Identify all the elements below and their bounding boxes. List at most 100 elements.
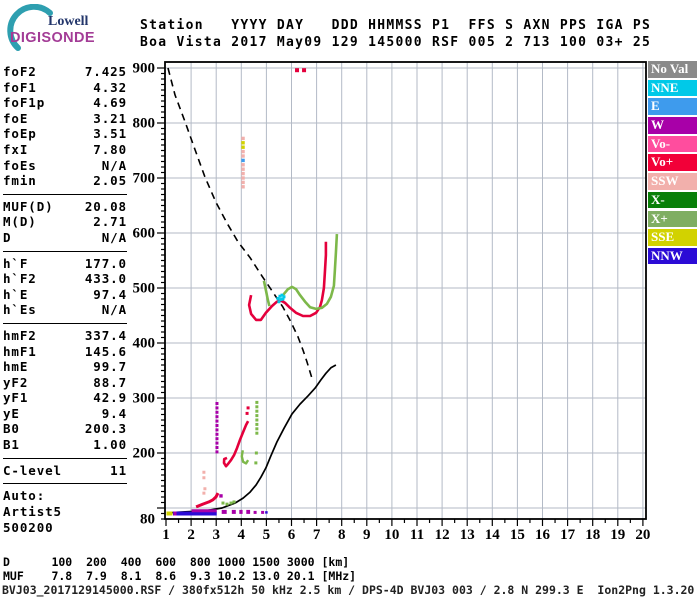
param-row-b1: B1 1.00 xyxy=(3,437,127,453)
param-row-hf2: h`F2 433.0 xyxy=(3,271,127,287)
param-row-d: D N/A xyxy=(3,230,127,246)
x-axis-label: 14 xyxy=(485,527,501,543)
param-value: 3.21 xyxy=(93,110,127,126)
x-axis-label: 16 xyxy=(535,527,551,543)
param-row-he: h`E 97.4 xyxy=(3,287,127,303)
x-axis-label: 2 xyxy=(187,527,195,543)
x-axis-label: 10 xyxy=(384,527,399,543)
trace-ssw-spread-column xyxy=(241,171,245,176)
trace-cusp-nne-dots xyxy=(277,300,281,304)
trace-w-spread-column xyxy=(215,432,219,436)
trace-cusp-nne-dots xyxy=(278,294,282,298)
trace-ssw-spread-column xyxy=(241,136,245,141)
x-axis-label: 18 xyxy=(585,527,600,543)
legend-item-w: W xyxy=(648,117,697,134)
param-label: B1 xyxy=(3,437,20,453)
param-row-fof1p: foF1p 4.69 xyxy=(3,95,127,111)
trace-w-spread-column xyxy=(215,415,219,419)
param-label: hmF2 xyxy=(3,327,37,343)
trace-f1-red-dots xyxy=(246,406,250,410)
x-axis-label: 20 xyxy=(635,527,650,543)
trace-w-dash-dots xyxy=(253,510,257,514)
param-row-yf2: yF2 88.7 xyxy=(3,375,127,391)
y-axis-label: 900 xyxy=(133,60,156,76)
legend-item-noval: No Val xyxy=(648,61,697,78)
param-row-foe: foE 3.21 xyxy=(3,111,127,127)
param-label: yE xyxy=(3,405,20,421)
param-row-hme: hmE 99.7 xyxy=(3,359,127,375)
param-row-b0: B0 200.3 xyxy=(3,421,127,437)
param-value: 9.4 xyxy=(101,405,127,421)
plot-border xyxy=(164,61,647,520)
param-label: h`F xyxy=(3,255,29,271)
param-value: 11 xyxy=(110,462,127,478)
param-row-hf: h`F 177.0 xyxy=(3,256,127,272)
param-label: foEp xyxy=(3,126,37,142)
param-value: 99.7 xyxy=(93,359,127,375)
param-label: fxI xyxy=(3,141,29,157)
trace-x-hook xyxy=(240,450,250,465)
param-value: 177.0 xyxy=(84,255,127,271)
legend-item-nnw: NNW xyxy=(648,247,697,265)
parameter-panel: foF2 7.425 foF1 4.32 foF1p 4.69 foE 3.21 foEp 3.5… xyxy=(3,64,127,536)
legend-item-vo+: Vo+ xyxy=(648,154,697,172)
panel-separator xyxy=(3,322,127,324)
y-axis-label: 700 xyxy=(133,170,156,186)
trace-true-height-profile xyxy=(166,364,337,514)
param-label: M(D) xyxy=(3,214,37,230)
x-axis-label: 11 xyxy=(410,527,424,543)
trace-cusp-nne-dots xyxy=(281,297,285,301)
trace-ssw-spread-column xyxy=(241,176,245,180)
trace-f1-trace-o-mode xyxy=(222,420,250,468)
trace-x-spread-column xyxy=(254,461,258,465)
trace-x-spread-column xyxy=(255,418,259,422)
param-row-fxi: fxI 7.80 xyxy=(3,142,127,158)
param-row-clevel: C-level 11 xyxy=(3,463,127,479)
trace-w-spread-column xyxy=(215,402,219,405)
lowell-digisonde-logo: Lowell DIGISONDE xyxy=(4,3,129,54)
trace-x-spread-column xyxy=(255,427,259,431)
param-value: 20.08 xyxy=(84,198,127,214)
trace-e-trace-x-dots xyxy=(221,501,225,505)
param-value: 433.0 xyxy=(84,271,127,287)
param-label: h`E xyxy=(3,286,29,302)
param-label: h`F2 xyxy=(3,271,37,287)
x-axis-label: 4 xyxy=(238,527,246,543)
param-row-hmf2: hmF2 337.4 xyxy=(3,328,127,344)
param-label: hmF1 xyxy=(3,343,37,359)
trace-cusp-nne-dots xyxy=(282,295,286,299)
param-label: foE xyxy=(3,110,29,126)
param-value: 7.425 xyxy=(84,64,127,79)
trace-x-spread-column xyxy=(255,422,259,426)
trace-ssw-sparse-dots xyxy=(202,491,206,495)
trace-cusp-nne-dots xyxy=(279,298,283,302)
param-row-md: M(D) 2.71 xyxy=(3,214,127,230)
param-value: 4.69 xyxy=(93,95,127,111)
panel-footer-line: Auto: xyxy=(3,488,46,504)
trace-w-spread-column xyxy=(215,441,219,445)
logo-arc-icon xyxy=(7,3,53,51)
legend-item-x-: X- xyxy=(648,191,697,209)
file-status-line: BVJ03_2017129145000.RSF / 380fx512h 50 k… xyxy=(2,583,695,597)
x-axis-label: 8 xyxy=(338,527,346,543)
trace-x-spread-column xyxy=(255,405,259,409)
trace-f-trace-x-mode xyxy=(282,234,339,311)
param-label: hmE xyxy=(3,359,29,375)
y-axis-label: 800 xyxy=(133,115,156,131)
param-label: foF1 xyxy=(3,79,37,95)
param-row-hmf1: hmF1 145.6 xyxy=(3,344,127,360)
trace-ssw-spread-column xyxy=(241,180,245,185)
x-axis-label: 6 xyxy=(288,527,296,543)
trace-ssw-sparse-dots xyxy=(202,470,206,474)
trace-w-spread-column xyxy=(215,450,219,454)
trace-sse-spread-dots xyxy=(241,145,245,149)
param-row-yf1: yF1 42.9 xyxy=(3,390,127,406)
trace-ssw-spread-column xyxy=(241,149,245,154)
panel-footer-line: Artist5 xyxy=(3,504,62,520)
x-axis-label: 9 xyxy=(363,527,371,543)
trace-w-dash-dots xyxy=(261,510,265,514)
trace-w-spread-column xyxy=(215,406,219,410)
legend-item-e: E xyxy=(648,98,697,115)
trace-w-spread-column xyxy=(215,410,219,414)
